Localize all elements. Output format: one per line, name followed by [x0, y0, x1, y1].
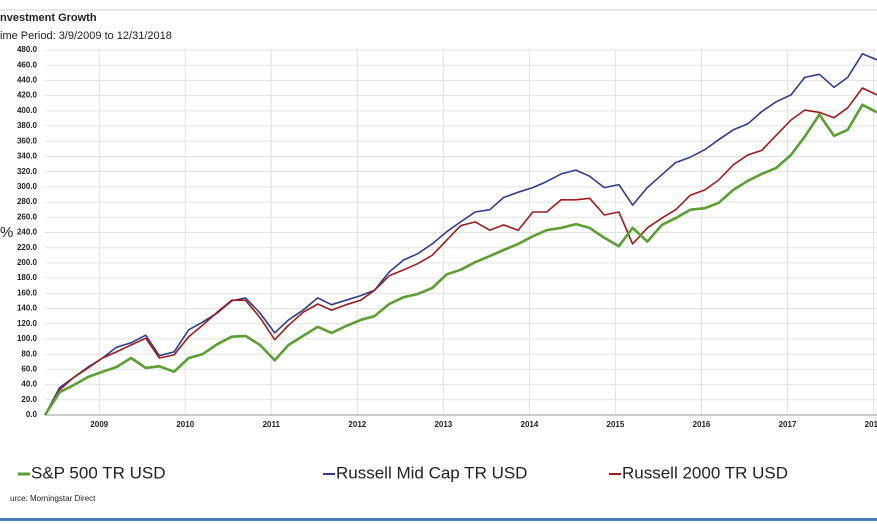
y-tick-label: 20.0 — [21, 395, 37, 404]
y-tick-label: 320.0 — [17, 167, 38, 176]
y-tick-label: 460.0 — [17, 60, 38, 69]
y-tick-label: 160.0 — [17, 288, 38, 297]
chart-subtitle: ime Period: 3/9/2009 to 12/31/2018 — [0, 30, 172, 42]
x-tick-label: 2017 — [779, 420, 797, 429]
y-tick-label: 80.0 — [21, 349, 37, 358]
y-tick-label: 200.0 — [17, 258, 38, 267]
y-tick-label: 120.0 — [17, 319, 38, 328]
source-note: urce: Morningstar Direct — [10, 494, 96, 503]
x-tick-label: 2018 — [865, 420, 877, 429]
y-ticks: 0.0 20.0 40.0 60.0 80.0 100.0 120.0 140.0 160.0 1… — [17, 45, 38, 419]
grid: 2009 2010 2011 2012 2013 2014 2015 2016 2017 2018 — [45, 49, 877, 429]
x-tick-label: 2015 — [607, 420, 625, 429]
lines — [44, 53, 877, 416]
y-tick-label: 280.0 — [17, 197, 38, 206]
x-tick-label: 2011 — [263, 420, 281, 429]
legend-label: Russell Mid Cap TR USD — [336, 463, 527, 482]
y-tick-label: 440.0 — [17, 76, 38, 85]
y-tick-label: 360.0 — [17, 136, 38, 145]
y-tick-label: 420.0 — [17, 91, 38, 100]
x-tick-label: 2010 — [176, 420, 194, 429]
bottom-bar — [0, 518, 877, 521]
y-tick-label: 140.0 — [17, 304, 38, 313]
series-line — [44, 53, 877, 416]
y-tick-label: 480.0 — [17, 45, 38, 54]
y-tick-label: 40.0 — [21, 380, 37, 389]
y-tick-label: 0.0 — [26, 410, 38, 419]
chart-title: nvestment Growth — [0, 12, 97, 24]
legend: S&P 500 TR USD Russell Mid Cap TR USD Russ… — [18, 463, 788, 482]
series-line — [44, 87, 877, 416]
x-tick-label: 2013 — [434, 420, 452, 429]
y-tick-label: 400.0 — [17, 106, 38, 115]
y-tick-label: 260.0 — [17, 212, 38, 221]
y-tick-label: 380.0 — [17, 121, 38, 130]
y-tick-label: 60.0 — [21, 364, 37, 373]
y-tick-label: 220.0 — [17, 243, 38, 252]
x-tick-label: 2009 — [90, 420, 108, 429]
y-tick-label: 100.0 — [17, 334, 38, 343]
x-tick-label: 2016 — [693, 420, 711, 429]
y-tick-label: 340.0 — [17, 152, 38, 161]
y-tick-label: 180.0 — [17, 273, 38, 282]
y-tick-label: 300.0 — [17, 182, 38, 191]
legend-label: S&P 500 TR USD — [31, 463, 166, 482]
series-line — [44, 103, 877, 416]
y-tick-label: 240.0 — [17, 228, 38, 237]
y-axis-label: % — [0, 224, 13, 241]
x-tick-label: 2012 — [348, 420, 366, 429]
x-tick-label: 2014 — [521, 420, 539, 429]
legend-label: Russell 2000 TR USD — [622, 463, 788, 482]
